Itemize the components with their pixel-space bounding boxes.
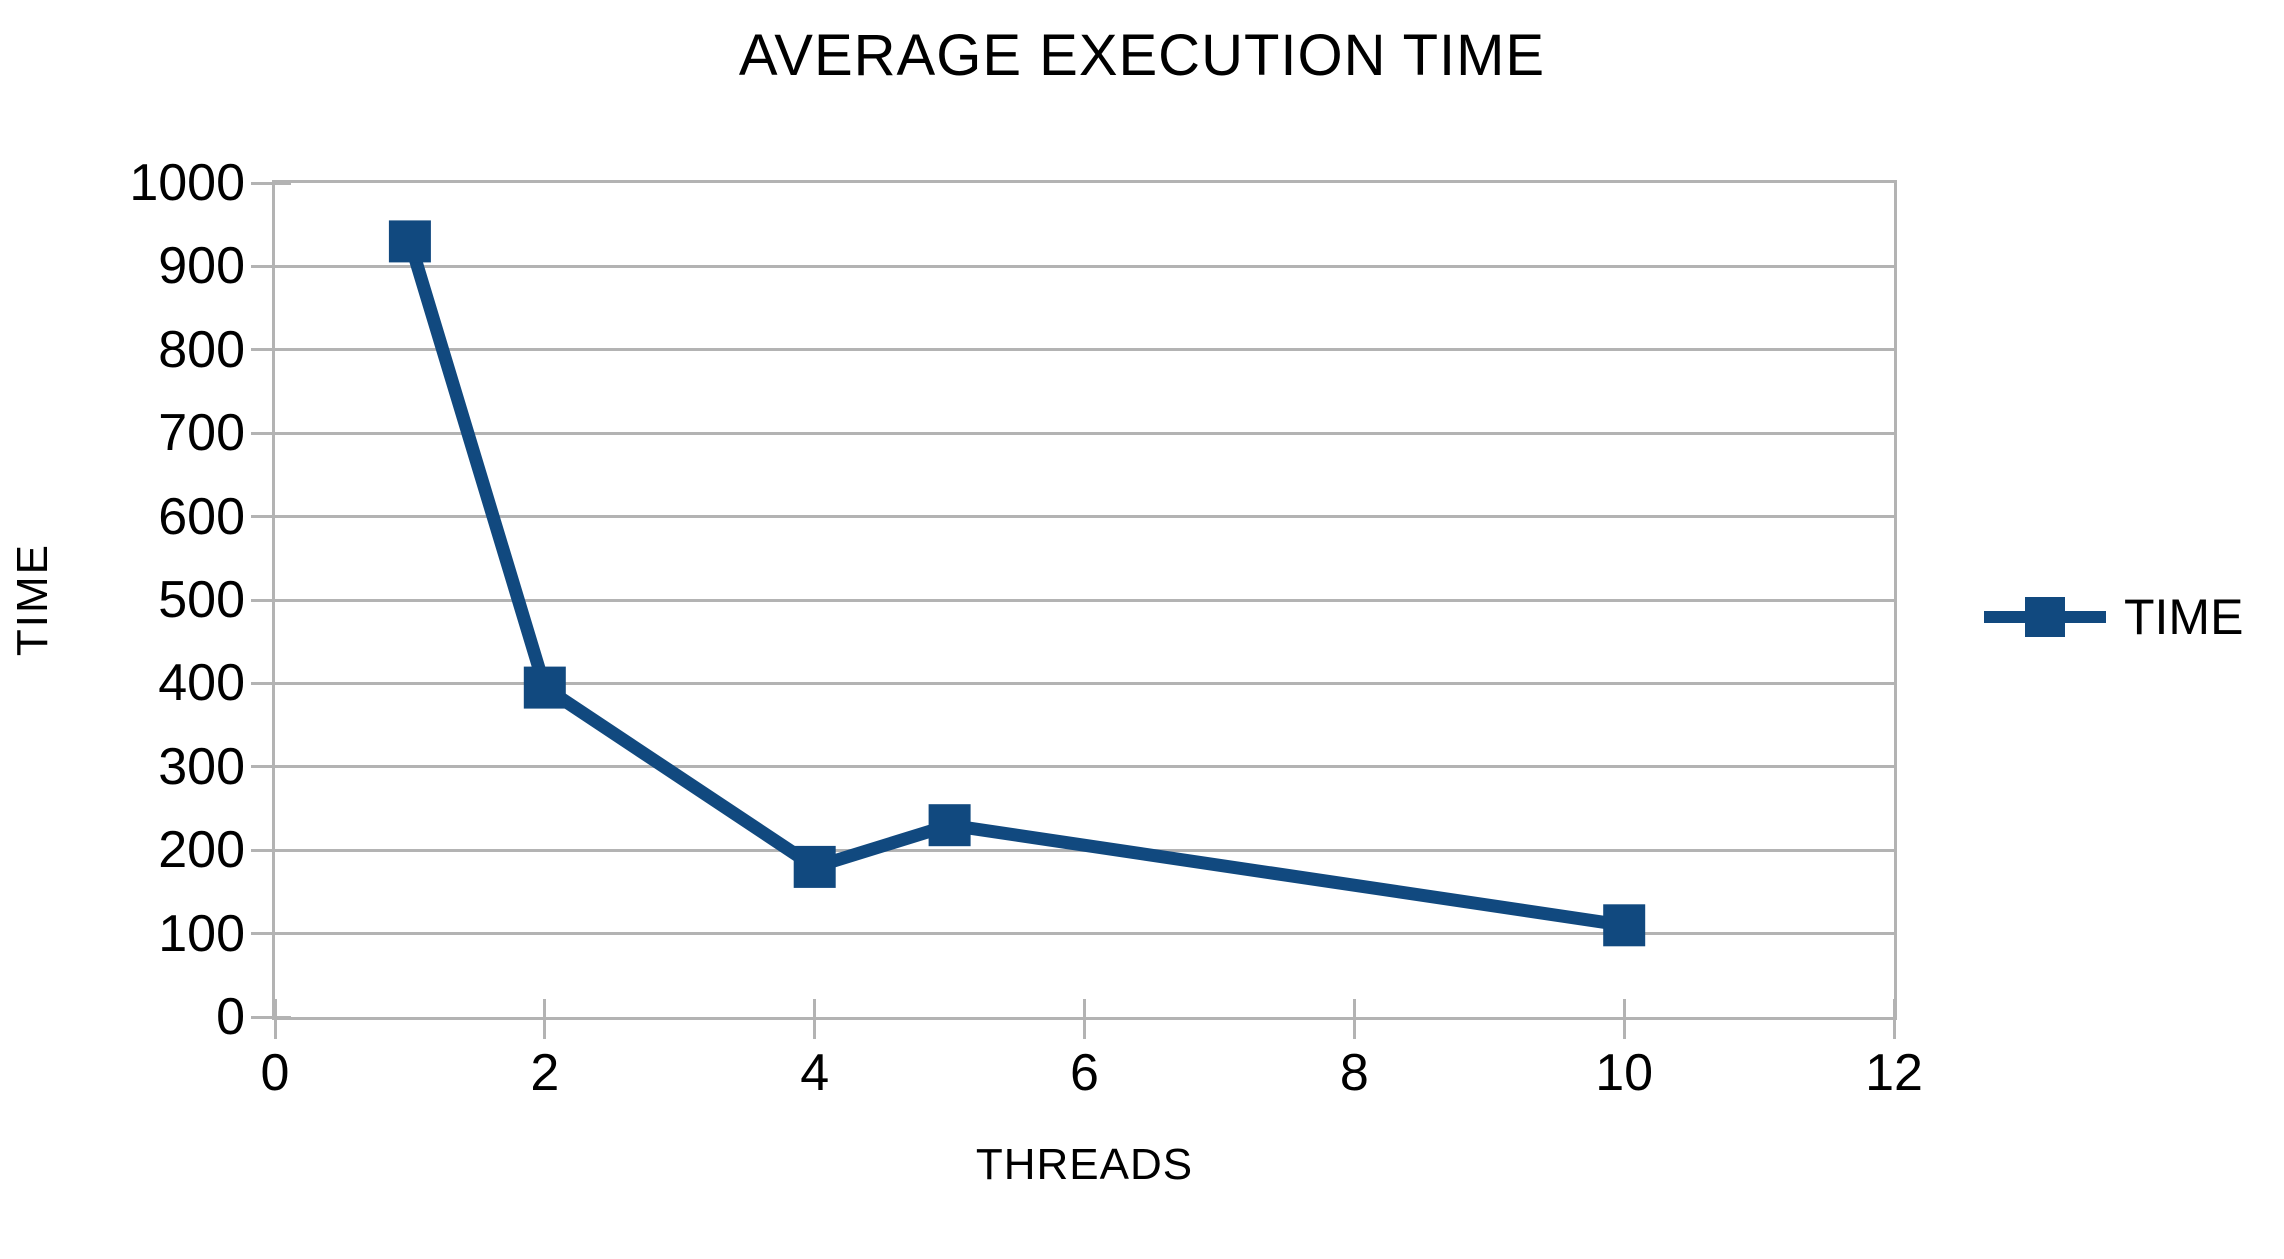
gridline [275, 932, 1894, 936]
x-tick-label: 4 [800, 1044, 830, 1102]
y-tick-label: 600 [158, 487, 245, 546]
data-point-marker [1603, 904, 1646, 947]
data-point-marker [928, 804, 971, 847]
gridline [275, 765, 1894, 769]
y-tick-label: 700 [158, 404, 245, 463]
x-axis-tick [543, 999, 547, 1039]
y-tick-label: 900 [158, 237, 245, 296]
series-line [403, 234, 1631, 932]
y-tick-label: 300 [158, 737, 245, 796]
y-axis-title-container: TIME [8, 180, 58, 1020]
data-point-marker [793, 845, 836, 888]
y-axis-tick [251, 515, 291, 519]
x-axis-tick [813, 999, 817, 1039]
gridline [275, 431, 1894, 435]
y-axis-title: TIME [8, 543, 57, 657]
legend-sample [1984, 594, 2106, 640]
x-axis-title: THREADS [975, 1140, 1194, 1189]
gridline [275, 515, 1894, 519]
y-axis-tick [251, 598, 291, 602]
x-tick-label: 12 [1865, 1044, 1923, 1102]
y-axis-tick [251, 264, 291, 268]
y-tick-label: 200 [158, 821, 245, 880]
gridline [275, 348, 1894, 352]
legend-label: TIME [2124, 589, 2244, 645]
y-tick-label: 800 [158, 320, 245, 379]
x-tick-label: 8 [1339, 1044, 1369, 1102]
x-axis-tick [1622, 999, 1626, 1039]
y-axis-tick [251, 932, 291, 936]
legend: TIME [1984, 592, 2243, 642]
legend-square-marker-icon [2025, 597, 2065, 637]
plot-area: 0 100 200 300 400 500 600 700 800 900 1000 0 2 4 6 8 10 1… [129, 157, 1923, 1099]
data-point-marker [523, 666, 566, 709]
y-axis-tick [251, 431, 291, 435]
y-axis-tick [251, 848, 291, 852]
x-axis-tick [1083, 999, 1086, 1039]
x-tick-label: 2 [530, 1044, 560, 1102]
x-tick-label: 0 [260, 1044, 290, 1102]
gridline [275, 598, 1894, 602]
data-point-marker [388, 220, 431, 263]
gridline [275, 681, 1894, 685]
y-axis-tick [251, 1015, 291, 1019]
chart-title: AVERAGE EXECUTION TIME [738, 23, 1546, 88]
y-tick-label: 400 [158, 654, 245, 713]
x-axis-tick [1352, 999, 1356, 1039]
y-tick-label: 500 [158, 571, 245, 629]
y-axis-tick [251, 765, 291, 769]
y-tick-label: 1000 [129, 154, 245, 212]
x-axis-tick [1892, 999, 1896, 1039]
y-axis-tick [251, 348, 291, 352]
x-tick-label: 10 [1595, 1044, 1654, 1102]
y-tick-label: 0 [216, 988, 245, 1046]
y-axis-tick [251, 181, 291, 185]
y-tick-label: 100 [158, 904, 245, 963]
series-plot [388, 220, 1646, 947]
x-tick-label: 6 [1070, 1044, 1099, 1102]
gridline [275, 264, 1894, 268]
x-axis-tick [273, 999, 277, 1039]
y-axis-tick [251, 681, 291, 685]
